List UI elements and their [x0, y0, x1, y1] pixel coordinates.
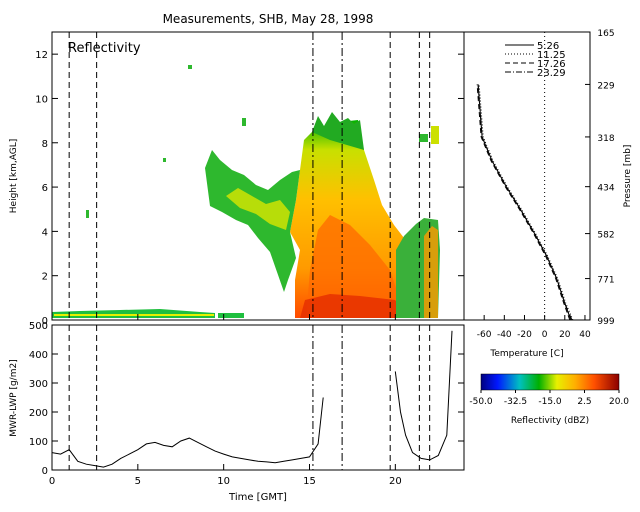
reflectivity-y-tick-label: 12 [35, 50, 48, 61]
figure-title: Measurements, SHB, May 28, 1998 [163, 12, 374, 26]
temperature-profile-line [477, 84, 572, 321]
profile-x-tick-label: -60 [477, 330, 492, 340]
colorbar-tick-label: -32.5 [504, 397, 527, 407]
profile-x-axis: -60 -40 -20 0 20 40 [477, 315, 591, 340]
reflectivity-panel-label: Reflectivity [68, 41, 141, 56]
profile-x-tick-label: 40 [579, 330, 591, 340]
temperature-profile-line [477, 84, 573, 321]
lwp-time-markers [68, 325, 431, 470]
profile-x-tick-label: 20 [559, 330, 571, 340]
profile-y-tick-label: 582 [597, 231, 614, 241]
lwp-series [52, 330, 453, 468]
lwp-x-tick-label: 15 [303, 476, 316, 487]
reflectivity-y-tick-label: 2 [42, 272, 48, 283]
lwp-y-tick-label: 0 [42, 466, 48, 477]
reflectivity-y-tick-label: 0 [42, 316, 48, 327]
lwp-panel: 0 5 10 15 20 0 100 200 300 400 500 Time [GMT] MWR… [9, 314, 465, 503]
small-echo-a [419, 134, 428, 142]
lwp-y-axis: 0 100 200 300 400 500 [29, 321, 464, 477]
trailing-anvil-echo [205, 150, 300, 292]
profile-y-tick-label: 771 [597, 276, 614, 286]
profile-legend-label: 23.29 [537, 68, 566, 79]
lwp-x-tick-label: 20 [389, 476, 402, 487]
profile-y-tick-label: 229 [597, 81, 614, 91]
profile-y-axis: 165 229 318 434 582 771 999 [585, 29, 615, 327]
profile-frame [463, 31, 591, 321]
colorbar-tick-label: -50.0 [469, 397, 493, 407]
small-echo-b [431, 126, 439, 144]
small-echo-c [242, 118, 246, 126]
surface-layer-core [54, 314, 214, 316]
reflectivity-y-tick-label: 6 [42, 183, 48, 194]
profile-x-tick-label: -20 [517, 330, 532, 340]
lwp-line [394, 330, 453, 461]
profile-y-tick-label: 165 [597, 29, 614, 39]
lwp-y-tick-label: 200 [29, 408, 48, 419]
reflectivity-time-markers [68, 32, 431, 320]
profile-legend-label: 11.25 [537, 50, 566, 61]
lwp-x-tick-label: 10 [217, 476, 230, 487]
lwp-y-tick-label: 300 [29, 379, 48, 390]
lwp-y-label: MWR-LWP [g/m2] [9, 359, 19, 436]
colorbar-tick-label: 2.5 [577, 397, 591, 407]
temperature-profile-lines [476, 32, 574, 321]
reflectivity-y-tick-label: 4 [42, 227, 48, 238]
lwp-x-axis: 0 5 10 15 20 [49, 314, 402, 487]
storm-top-streaks [312, 112, 364, 150]
lwp-frame [51, 324, 465, 471]
reflectivity-colorbar: -50.0 -32.5 -15.0 2.5 20.0 Reflectivity (dBZ… [469, 373, 629, 426]
storm-core [306, 215, 402, 318]
lwp-x-tick-label: 0 [49, 476, 55, 487]
profile-legend-label: 5.26 [537, 41, 559, 52]
colorbar-label: Reflectivity (dBZ) [511, 416, 589, 426]
reflectivity-field [52, 65, 440, 318]
surface-layer-echo [52, 309, 215, 318]
profile-y-tick-label: 434 [597, 184, 614, 194]
reflectivity-y-tick-label: 8 [42, 139, 48, 150]
small-echo-d [163, 158, 166, 162]
surface-layer-segment [218, 313, 244, 318]
temperature-profile-line [476, 84, 571, 321]
reflectivity-y-label: Height [km,AGL] [9, 139, 19, 213]
profile-x-tick-label: 0 [542, 330, 548, 340]
lwp-y-tick-label: 500 [29, 321, 48, 332]
reflectivity-y-tick-label: 10 [35, 94, 48, 105]
temperature-profile-panel: -60 -40 -20 0 20 40 165 229 318 434 582 771 999 Tem… [463, 29, 633, 359]
lwp-line [52, 397, 324, 468]
profile-x-tick-label: -40 [497, 330, 512, 340]
profile-y-label: Pressure [mb] [623, 145, 633, 208]
small-echo-f [86, 210, 89, 218]
profile-x-label: Temperature [C] [489, 349, 563, 359]
lwp-x-label: Time [GMT] [228, 492, 287, 503]
colorbar-tick-label: -15.0 [538, 397, 562, 407]
small-echo-e [188, 65, 192, 69]
profile-y-tick-label: 999 [597, 317, 614, 327]
profile-legend-label: 17.26 [537, 59, 566, 70]
temperature-profile-line [478, 84, 574, 321]
lwp-x-tick-label: 5 [135, 476, 141, 487]
storm-base-high-reflectivity [300, 294, 412, 318]
colorbar-gradient [480, 373, 620, 391]
lwp-y-tick-label: 100 [29, 437, 48, 448]
lwp-y-tick-label: 400 [29, 350, 48, 361]
profile-y-tick-label: 318 [597, 134, 614, 144]
reflectivity-panel: Reflectivity 0 2 4 6 8 10 12 Height [km,AGL] [9, 31, 465, 327]
trailing-anvil-core [226, 188, 290, 230]
late-echo-core [424, 226, 438, 318]
colorbar-tick-label: 20.0 [609, 397, 629, 407]
colorbar-tick-labels: -50.0 -32.5 -15.0 2.5 20.0 [469, 390, 629, 407]
reflectivity-y-axis: 0 2 4 6 8 10 12 [35, 50, 464, 327]
